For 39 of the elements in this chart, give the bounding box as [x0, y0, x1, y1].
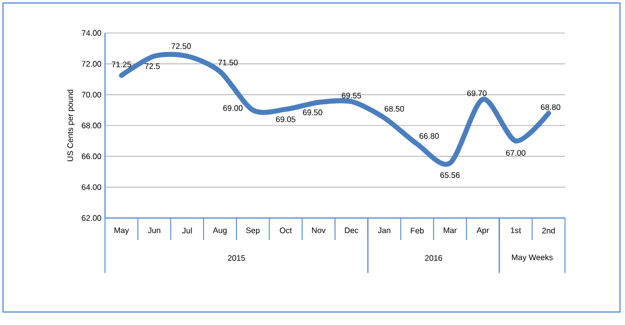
data-label: 69.50 [302, 110, 322, 116]
data-label: 71.50 [218, 60, 238, 66]
x-tick-label: Nov [312, 228, 326, 234]
x-tick-label: 2nd [542, 228, 555, 234]
data-label: 69.55 [342, 92, 362, 98]
y-tick-label: 68.00 [82, 122, 102, 128]
data-label: 69.00 [223, 105, 243, 111]
data-label: 72.50 [172, 43, 191, 49]
x-tick-label: Jan [378, 228, 390, 234]
x-tick-label: 1st [510, 228, 521, 234]
data-label: 67.00 [506, 150, 526, 156]
x-tick-label: Mar [444, 228, 457, 234]
x-tick-label: Jun [148, 228, 160, 234]
x-tick-label: Sep [246, 228, 260, 235]
data-label: 72.5 [144, 63, 160, 69]
data-label: 71.25 [112, 62, 132, 68]
y-axis-title: US Cents per pound [67, 90, 75, 162]
y-tick-label: 70.00 [82, 92, 102, 98]
data-label: 66.80 [420, 133, 439, 139]
x-tick-label: May [114, 228, 129, 235]
x-tick-label: Jul [182, 228, 192, 234]
x-tick-label: Dec [344, 228, 358, 234]
text: 2015 [228, 255, 245, 261]
data-label: 65.56 [440, 172, 460, 178]
data-label: 69.70 [467, 90, 487, 96]
text: May Weeks [512, 254, 553, 262]
x-tick-label: Aug [212, 228, 227, 235]
x-tick-label: Oct [280, 228, 292, 234]
x-tick-label: Apr [476, 228, 489, 235]
y-tick-label: 72.00 [82, 61, 102, 67]
x-tick-label: Feb [410, 228, 424, 234]
data-label: 68.80 [540, 104, 560, 110]
y-tick-label: 64.00 [82, 184, 102, 190]
data-label: 69.05 [276, 116, 296, 122]
data-label: 68.50 [384, 106, 404, 112]
text: 2016 [425, 255, 442, 261]
y-tick-label: 74.00 [82, 30, 102, 36]
y-tick-label: 66.00 [82, 154, 102, 160]
y-tick-label: 62.00 [82, 215, 102, 221]
